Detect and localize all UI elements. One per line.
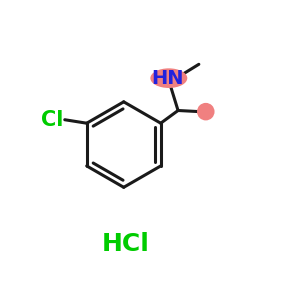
Circle shape (197, 103, 214, 120)
Ellipse shape (150, 68, 187, 88)
Text: HN: HN (152, 69, 184, 88)
Text: HCl: HCl (102, 232, 150, 256)
Text: Cl: Cl (41, 110, 64, 130)
